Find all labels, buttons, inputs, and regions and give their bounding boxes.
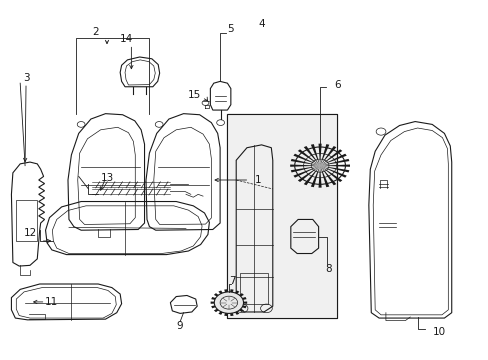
Bar xyxy=(239,273,267,304)
Text: 11: 11 xyxy=(45,297,59,307)
Text: 3: 3 xyxy=(22,73,29,83)
Text: 1: 1 xyxy=(254,175,261,185)
Bar xyxy=(227,114,336,318)
Wedge shape xyxy=(210,301,228,304)
Wedge shape xyxy=(320,166,336,185)
Wedge shape xyxy=(228,297,246,303)
Text: 7: 7 xyxy=(229,276,236,286)
Wedge shape xyxy=(228,289,233,303)
Wedge shape xyxy=(303,166,320,185)
Wedge shape xyxy=(228,303,246,308)
Bar xyxy=(227,114,336,318)
Wedge shape xyxy=(293,166,320,177)
Wedge shape xyxy=(228,301,246,304)
Wedge shape xyxy=(228,291,239,303)
Wedge shape xyxy=(211,297,228,303)
Wedge shape xyxy=(213,303,228,312)
Bar xyxy=(227,114,336,318)
Wedge shape xyxy=(320,154,346,166)
Wedge shape xyxy=(224,303,228,316)
Text: 12: 12 xyxy=(24,228,38,238)
Wedge shape xyxy=(320,166,328,187)
Text: 9: 9 xyxy=(177,321,183,331)
Text: 4: 4 xyxy=(258,19,264,29)
Wedge shape xyxy=(224,289,228,303)
Text: 6: 6 xyxy=(333,80,340,90)
Wedge shape xyxy=(320,166,348,172)
Wedge shape xyxy=(310,166,320,187)
Bar xyxy=(16,200,37,241)
Text: 13: 13 xyxy=(100,173,113,183)
Wedge shape xyxy=(211,303,228,308)
Wedge shape xyxy=(218,291,228,303)
Wedge shape xyxy=(228,303,239,315)
Wedge shape xyxy=(303,146,320,166)
Wedge shape xyxy=(320,166,342,182)
Text: 8: 8 xyxy=(325,264,331,274)
Wedge shape xyxy=(310,144,320,166)
Text: 15: 15 xyxy=(188,90,201,100)
Wedge shape xyxy=(290,166,320,172)
Wedge shape xyxy=(320,165,349,167)
Wedge shape xyxy=(213,293,228,303)
Circle shape xyxy=(214,292,243,314)
Text: 10: 10 xyxy=(432,327,445,337)
Wedge shape xyxy=(293,154,320,166)
Text: 14: 14 xyxy=(120,35,133,44)
Wedge shape xyxy=(297,149,320,166)
Text: 2: 2 xyxy=(92,27,99,37)
Wedge shape xyxy=(228,293,244,303)
Wedge shape xyxy=(297,166,320,182)
Wedge shape xyxy=(218,303,228,315)
Wedge shape xyxy=(290,159,320,166)
Wedge shape xyxy=(318,144,321,166)
Wedge shape xyxy=(228,303,233,316)
Wedge shape xyxy=(320,159,348,166)
Wedge shape xyxy=(320,149,342,166)
Text: 5: 5 xyxy=(227,24,234,35)
Wedge shape xyxy=(320,144,328,166)
Wedge shape xyxy=(320,166,346,177)
Wedge shape xyxy=(320,146,336,166)
Wedge shape xyxy=(289,165,320,167)
Wedge shape xyxy=(228,303,244,312)
Wedge shape xyxy=(318,166,321,188)
